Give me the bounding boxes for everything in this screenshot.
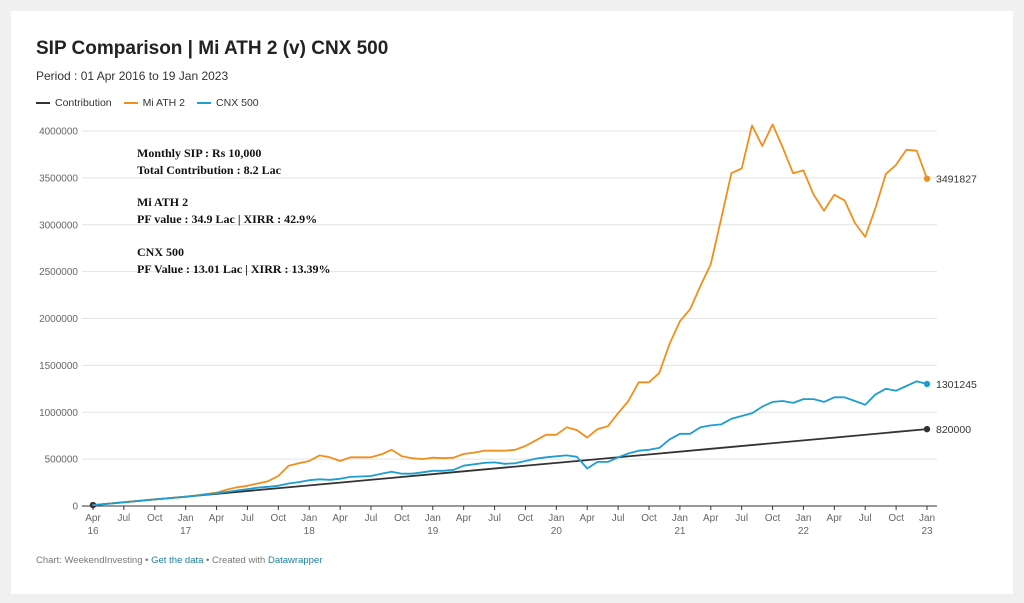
legend-item-contribution: Contribution: [36, 97, 112, 109]
x-tick-label: Jan: [672, 513, 688, 524]
x-tick-year-label: 17: [180, 526, 192, 537]
x-tick-label: Oct: [888, 513, 904, 524]
x-tick-label: Apr: [209, 513, 225, 524]
x-tick-label: Jul: [241, 513, 254, 524]
x-tick-label: Jul: [859, 513, 872, 524]
y-tick-label: 3500000: [39, 173, 78, 184]
x-tick-label: Apr: [85, 513, 101, 524]
y-tick-label: 0: [72, 502, 78, 513]
x-tick-year-label: 18: [304, 526, 316, 537]
chart-title: SIP Comparison | Mi ATH 2 (v) CNX 500: [36, 38, 389, 59]
series-line-cnx-500: [92, 380, 928, 506]
x-tick-label: Jan: [548, 513, 564, 524]
series-end-label-cnx-500: 1301245: [936, 379, 977, 391]
chart-footer: Chart: WeekendInvesting • Get the data •…: [36, 555, 322, 566]
x-tick-label: Jan: [178, 513, 194, 524]
series-end-label-mi-ath-2: 3491827: [936, 174, 977, 186]
chart-annotation-line: CNX 500: [137, 245, 184, 259]
x-tick-label: Oct: [518, 513, 534, 524]
legend-swatch-cnx-500: [197, 102, 212, 104]
x-tick-label: Oct: [641, 513, 657, 524]
x-tick-label: Oct: [147, 513, 163, 524]
x-tick-label: Jul: [117, 513, 130, 524]
y-tick-label: 1000000: [39, 408, 78, 419]
x-tick-year-label: 16: [87, 526, 99, 537]
y-tick-label: 1500000: [39, 361, 78, 372]
chart-annotation-line: PF value : 34.9 Lac | XIRR : 42.9%: [137, 212, 317, 226]
y-tick-label: 3000000: [39, 220, 78, 231]
x-tick-label: Apr: [827, 513, 843, 524]
x-tick-label: Apr: [332, 513, 348, 524]
y-tick-label: 500000: [45, 455, 79, 466]
x-tick-label: Apr: [579, 513, 595, 524]
series-end-dot-cnx-500: [923, 380, 931, 388]
x-tick-label: Jul: [365, 513, 378, 524]
y-tick-label: 4000000: [39, 127, 78, 138]
series-end-dot-contribution: [923, 425, 931, 433]
x-tick-label: Oct: [271, 513, 287, 524]
x-tick-year-label: 19: [427, 526, 439, 537]
x-tick-label: Oct: [765, 513, 781, 524]
x-tick-label: Jul: [735, 513, 748, 524]
datawrapper-link[interactable]: Datawrapper: [267, 555, 323, 566]
legend-label-cnx-500: CNX 500: [216, 97, 259, 109]
chart-subtitle: Period : 01 Apr 2016 to 19 Jan 2023: [36, 69, 229, 83]
x-tick-year-label: 20: [551, 526, 563, 537]
series-line-mi-ath-2: [92, 123, 928, 506]
chart-annotation-line: Total Contribution : 8.2 Lac: [137, 163, 282, 177]
series-end-dot-mi-ath-2: [923, 175, 931, 182]
x-tick-label: Oct: [394, 513, 410, 524]
series-line-contribution: [92, 428, 928, 506]
x-tick-label: Apr: [703, 513, 719, 524]
legend-item-mi-ath-2: Mi ATH 2: [123, 97, 186, 109]
x-tick-label: Jul: [488, 513, 501, 524]
x-tick-label: Apr: [456, 513, 472, 524]
series-end-label-contribution: 820000: [936, 424, 971, 436]
footer-created-with: • Created with: [203, 555, 268, 566]
footer-source: Chart: WeekendInvesting •: [36, 555, 152, 566]
x-tick-label: Jul: [612, 513, 625, 524]
x-tick-label: Jan: [795, 513, 811, 524]
y-tick-label: 2500000: [39, 267, 78, 278]
legend-label-mi-ath-2: Mi ATH 2: [142, 97, 186, 109]
chart-annotation-line: Monthly SIP : Rs 10,000: [137, 146, 261, 160]
chart-annotation-line: Mi ATH 2: [137, 195, 188, 209]
legend-swatch-mi-ath-2: [123, 102, 138, 104]
x-tick-year-label: 23: [921, 526, 933, 537]
x-tick-year-label: 21: [674, 526, 686, 537]
x-tick-label: Jan: [425, 513, 441, 524]
x-tick-label: Jan: [301, 513, 317, 524]
legend-label-contribution: Contribution: [55, 97, 112, 109]
legend-swatch-contribution: [36, 102, 50, 104]
x-tick-year-label: 22: [798, 526, 810, 537]
chart-legend: Contribution Mi ATH 2 CNX 500: [36, 97, 271, 109]
chart-annotation-line: PF Value : 13.01 Lac | XIRR : 13.39%: [137, 262, 331, 276]
get-data-link[interactable]: Get the data: [151, 555, 204, 566]
legend-item-cnx-500: CNX 500: [197, 97, 259, 109]
x-tick-label: Jan: [919, 513, 935, 524]
y-tick-label: 2000000: [39, 314, 78, 325]
